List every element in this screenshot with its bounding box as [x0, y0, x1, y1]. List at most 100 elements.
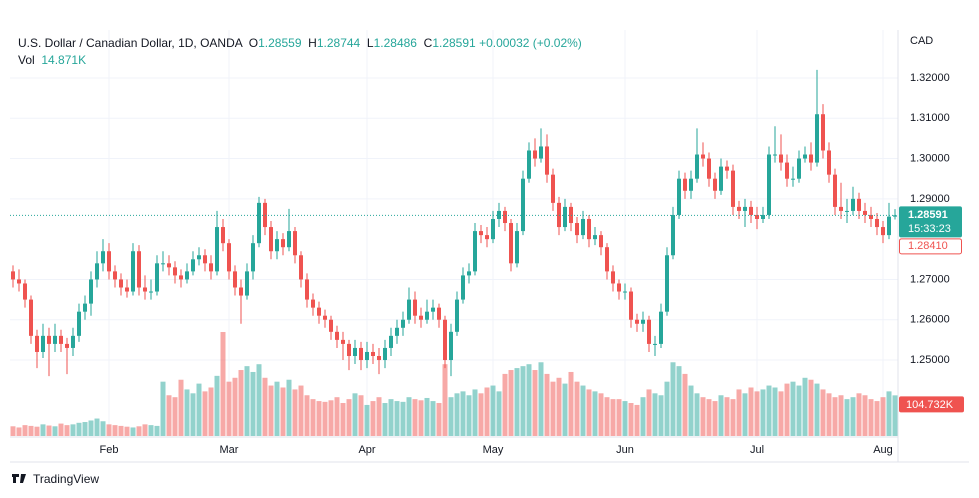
volume-bar [202, 391, 208, 436]
candle-body [659, 311, 663, 344]
candle-body [293, 231, 297, 256]
volume-bar [424, 397, 430, 436]
volume-bar [544, 373, 550, 436]
volume-bar [634, 404, 640, 436]
volume-bar [748, 387, 754, 436]
volume-bar [394, 401, 400, 436]
candle-body [653, 343, 657, 345]
volume-bar [292, 389, 298, 436]
candle-body [767, 154, 771, 215]
candle-body [269, 227, 273, 252]
volume-bar [250, 371, 256, 436]
candle-body [647, 319, 651, 344]
volume-bar [280, 387, 286, 436]
volume-bar [736, 389, 742, 436]
volume-bar [436, 403, 442, 436]
volume-bar [442, 364, 448, 436]
volume-bar [682, 373, 688, 436]
candle-body [383, 347, 387, 361]
volume-bar [808, 379, 814, 436]
candle-body [473, 231, 477, 272]
candle-body [581, 218, 585, 236]
close-value: 1.28591 [432, 36, 476, 50]
volume-bar [796, 385, 802, 436]
candle-body [335, 331, 339, 340]
candle-body [641, 319, 645, 324]
candle-body [731, 170, 735, 207]
candle-body [635, 319, 639, 324]
volume-bar [580, 385, 586, 436]
volume-bar [70, 424, 76, 436]
volume-bar [196, 383, 202, 436]
volume-bar [64, 425, 70, 436]
volume-bar [652, 393, 658, 436]
volume-bar [166, 395, 172, 436]
y-tick-label: 1.30000 [910, 152, 950, 164]
volume-bar [76, 422, 82, 436]
volume-bar [664, 381, 670, 436]
volume-bar [214, 375, 220, 436]
volume-bar [232, 377, 238, 436]
candle-body [113, 271, 117, 280]
candle-body [119, 279, 123, 288]
candle-body [305, 279, 309, 300]
volume-bar [760, 389, 766, 436]
candle-body [437, 307, 441, 320]
candle-body [779, 154, 783, 163]
volume-bar [850, 397, 856, 436]
candle-body [137, 251, 141, 288]
volume-bar [58, 423, 64, 436]
candle-body [833, 174, 837, 207]
volume-bar [838, 395, 844, 436]
candle-body [809, 154, 813, 163]
candle-body [77, 311, 81, 336]
ohlc-label: L [366, 36, 374, 50]
volume-bar [52, 426, 58, 436]
volume-bar [730, 399, 736, 436]
open-value: 1.28559 [258, 36, 302, 50]
candle-body [791, 178, 795, 180]
brand: TradingView [33, 472, 99, 486]
candle-body [869, 214, 873, 219]
volume-bar [778, 391, 784, 436]
volume-bar [316, 401, 322, 436]
candle-body [701, 154, 705, 159]
x-tick-label: Apr [358, 444, 375, 456]
candle-body [551, 174, 555, 203]
candle-body [797, 158, 801, 179]
ohlc-label: H [308, 36, 317, 50]
candle-body [713, 178, 717, 191]
volume-bar [400, 401, 406, 436]
candle-body [17, 279, 21, 284]
candle-body [179, 275, 183, 280]
volume-bar [646, 389, 652, 436]
candle-body [155, 263, 159, 292]
volume-bar [892, 395, 898, 436]
candle-body [197, 255, 201, 260]
candle-body [527, 150, 531, 179]
volume-legend-value: 14.871K [41, 53, 87, 67]
volume-bar [616, 399, 622, 436]
volume-bar [226, 381, 232, 436]
candle-body [839, 206, 843, 211]
volume-bar [880, 397, 886, 436]
candle-body [161, 263, 165, 265]
candle-body [821, 114, 825, 151]
price-tag-secondary-value: 1.28410 [908, 240, 948, 252]
candle-body [347, 343, 351, 357]
high-value: 1.28744 [316, 36, 361, 50]
volume-bar [766, 385, 772, 436]
volume-bar [532, 370, 538, 436]
candle-body [515, 231, 519, 264]
candle-body [317, 307, 321, 316]
volume-bar [346, 399, 352, 436]
candle-body [395, 327, 399, 336]
volume-bar [160, 381, 166, 436]
candle-body [173, 267, 177, 276]
volume-bar [334, 397, 340, 436]
volume-bar [604, 397, 610, 436]
candle-body [185, 271, 189, 280]
candle-body [287, 231, 291, 248]
price-tag-value: 1.28591 [908, 209, 948, 221]
